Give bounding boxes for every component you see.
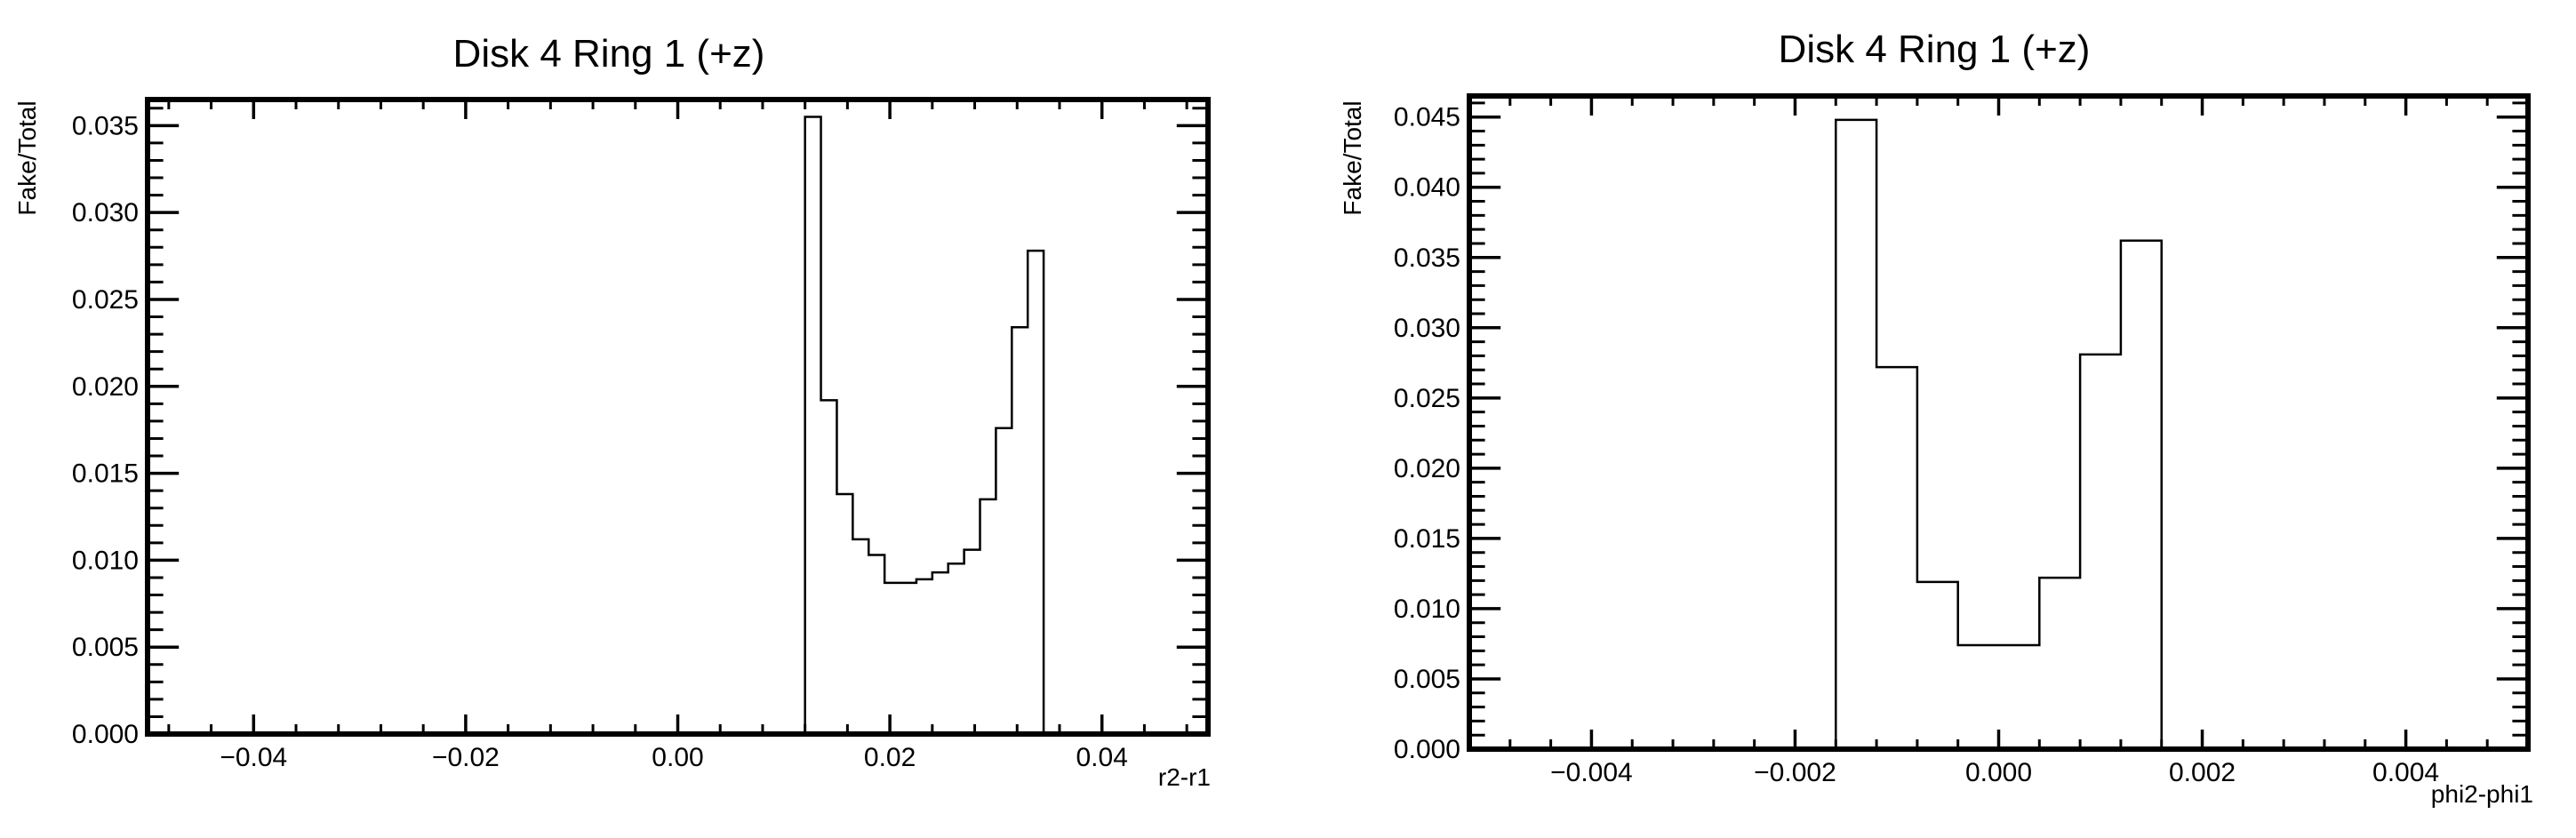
y-tick-label: 0.030 xyxy=(1394,314,1460,343)
x-tick-label: −0.002 xyxy=(1754,758,1836,787)
y-tick-label: 0.010 xyxy=(72,546,139,575)
y-tick-label: 0.020 xyxy=(1394,454,1460,483)
x-tick-label: −0.02 xyxy=(432,743,500,772)
y-axis-label: Fake/Total xyxy=(13,100,41,215)
x-tick-label: 0.002 xyxy=(2169,758,2236,787)
left-histogram-panel: Disk 4 Ring 1 (+z) Fake/Total r2-r1 −0.0… xyxy=(13,32,1211,791)
x-tick-label: −0.04 xyxy=(220,743,287,772)
x-tick-labels: −0.004 −0.002 0.000 0.002 0.004 xyxy=(1550,758,2439,787)
y-tick-labels: 0.000 0.005 0.010 0.015 0.020 0.025 0.030 0.035… xyxy=(1394,103,1460,764)
y-tick-label: 0.005 xyxy=(1394,665,1460,694)
x-tick-labels: −0.04 −0.02 0.00 0.02 0.04 xyxy=(220,743,1128,772)
x-tick-label: 0.02 xyxy=(864,743,916,772)
x-tick-label: 0.04 xyxy=(1076,743,1128,772)
y-tick-label: 0.035 xyxy=(1394,243,1460,273)
y-tick-label: 0.010 xyxy=(1394,595,1460,624)
axis-ticks xyxy=(148,100,1208,734)
x-tick-label: 0.004 xyxy=(2372,758,2439,787)
y-tick-label: 0.035 xyxy=(72,111,139,140)
chart-title: Disk 4 Ring 1 (+z) xyxy=(1779,28,2091,71)
x-tick-label: −0.004 xyxy=(1550,758,1633,787)
x-axis-label: phi2-phi1 xyxy=(2431,780,2533,808)
chart-title: Disk 4 Ring 1 (+z) xyxy=(453,32,765,76)
y-tick-label: 0.000 xyxy=(1394,735,1460,764)
y-tick-label: 0.025 xyxy=(1394,384,1460,413)
y-tick-labels: 0.000 0.005 0.010 0.015 0.020 0.025 0.030 0.035 xyxy=(72,111,139,749)
plot-frame xyxy=(148,100,1208,734)
y-tick-label: 0.040 xyxy=(1394,173,1460,203)
y-tick-label: 0.020 xyxy=(72,372,139,402)
y-tick-label: 0.025 xyxy=(72,285,139,315)
axis-ticks xyxy=(1469,96,2528,749)
histogram-line xyxy=(805,117,1044,734)
histogram-line xyxy=(1836,120,2161,749)
x-axis-label: r2-r1 xyxy=(1158,763,1211,791)
y-tick-label: 0.005 xyxy=(72,633,139,662)
y-axis-label: Fake/Total xyxy=(1339,100,1366,215)
y-tick-label: 0.015 xyxy=(1394,524,1460,554)
right-histogram-panel: Disk 4 Ring 1 (+z) Fake/Total phi2-phi1 … xyxy=(1339,28,2533,808)
y-tick-label: 0.045 xyxy=(1394,103,1460,132)
plot-frame xyxy=(1469,96,2528,749)
x-tick-label: 0.000 xyxy=(1965,758,2032,787)
y-tick-label: 0.000 xyxy=(72,720,139,749)
x-tick-label: 0.00 xyxy=(652,743,703,772)
y-tick-label: 0.015 xyxy=(72,459,139,489)
y-tick-label: 0.030 xyxy=(72,198,139,227)
